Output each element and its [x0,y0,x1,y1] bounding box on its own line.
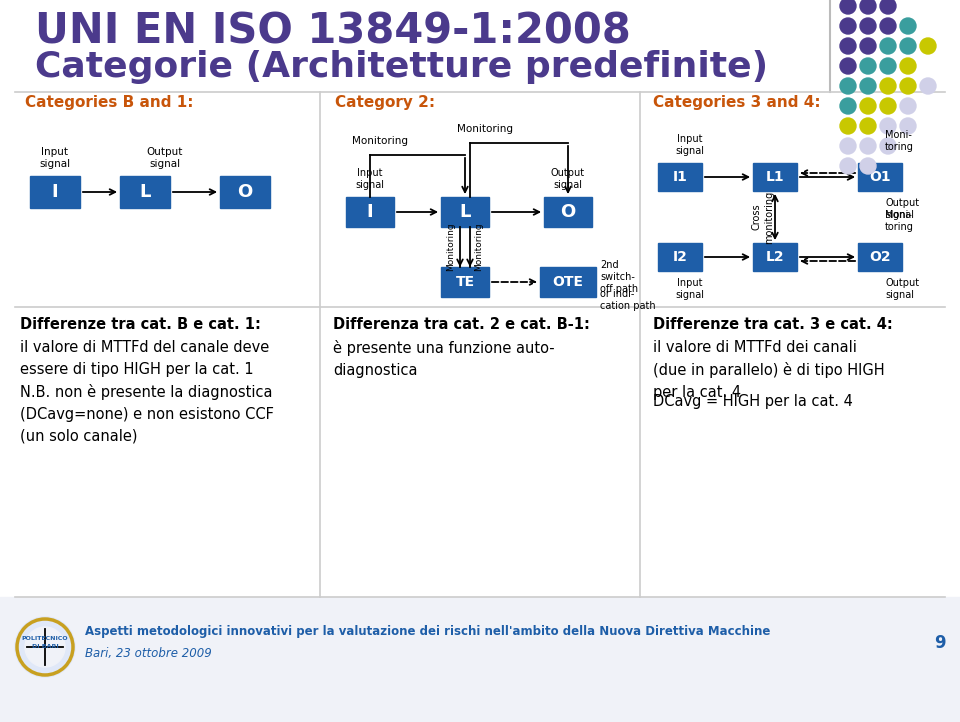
Text: Categories 3 and 4:: Categories 3 and 4: [653,95,821,110]
Text: TE: TE [455,275,474,289]
Text: Bari, 23 ottobre 2009: Bari, 23 ottobre 2009 [85,648,212,661]
Circle shape [840,78,856,94]
Circle shape [880,98,896,114]
Text: Monitoring: Monitoring [446,222,455,271]
Text: Moni-
toring: Moni- toring [885,210,914,232]
Text: I: I [367,203,373,221]
Text: L: L [139,183,151,201]
Text: L1: L1 [766,170,784,184]
Text: Monitoring: Monitoring [474,222,484,271]
Text: OTE: OTE [553,275,584,289]
Text: DI BARI: DI BARI [32,645,59,650]
Circle shape [900,118,916,134]
Circle shape [860,118,876,134]
Text: UNI EN ISO 13849-1:2008: UNI EN ISO 13849-1:2008 [35,11,631,53]
Circle shape [880,138,896,154]
Text: Output
signal: Output signal [147,147,183,169]
Text: Input
signal: Input signal [39,147,71,169]
Text: O2: O2 [869,250,891,264]
Text: Differenze tra cat. B e cat. 1:: Differenze tra cat. B e cat. 1: [20,317,261,332]
Text: Input
signal: Input signal [676,278,705,300]
FancyBboxPatch shape [544,197,592,227]
FancyBboxPatch shape [346,197,394,227]
FancyBboxPatch shape [441,267,489,297]
Circle shape [840,38,856,54]
Circle shape [860,38,876,54]
Text: I2: I2 [673,250,687,264]
Circle shape [25,627,65,667]
Circle shape [840,118,856,134]
Text: Differenza tra cat. 2 e cat. B-1:: Differenza tra cat. 2 e cat. B-1: [333,317,589,332]
Text: Cross
monitoring: Cross monitoring [752,191,774,243]
FancyBboxPatch shape [658,243,702,271]
Text: Input
signal: Input signal [355,168,385,190]
Text: DCavg = HIGH per la cat. 4: DCavg = HIGH per la cat. 4 [653,394,852,409]
Text: O1: O1 [869,170,891,184]
Text: Output
signal: Output signal [885,198,919,220]
Circle shape [880,118,896,134]
Circle shape [860,138,876,154]
Text: I1: I1 [673,170,687,184]
Circle shape [880,58,896,74]
Circle shape [840,138,856,154]
Circle shape [860,158,876,174]
Circle shape [920,78,936,94]
Circle shape [880,18,896,34]
Circle shape [900,78,916,94]
Text: Monitoring: Monitoring [457,124,513,134]
Text: Output
signal: Output signal [885,278,919,300]
Circle shape [840,0,856,14]
Text: 9: 9 [934,634,946,652]
Text: Output
signal: Output signal [551,168,585,190]
Circle shape [900,38,916,54]
FancyBboxPatch shape [753,243,797,271]
Circle shape [900,58,916,74]
Circle shape [880,38,896,54]
Text: Differenze tra cat. 3 e cat. 4:: Differenze tra cat. 3 e cat. 4: [653,317,893,332]
Text: Monitoring: Monitoring [352,136,408,146]
Text: N.B. non è presente la diagnostica
(DCavg=none) e non esistono CCF
(un solo cana: N.B. non è presente la diagnostica (DCav… [20,384,274,443]
Circle shape [840,58,856,74]
FancyBboxPatch shape [858,163,902,191]
FancyBboxPatch shape [220,176,270,208]
Text: Categories B and 1:: Categories B and 1: [25,95,194,110]
FancyBboxPatch shape [120,176,170,208]
FancyBboxPatch shape [30,176,80,208]
Text: Aspetti metodologici innovativi per la valutazione dei rischi nell'ambito della : Aspetti metodologici innovativi per la v… [85,625,770,638]
Text: or indi-
cation path: or indi- cation path [600,289,656,311]
Text: L2: L2 [766,250,784,264]
Text: I: I [52,183,59,201]
FancyBboxPatch shape [858,243,902,271]
Text: L: L [459,203,470,221]
FancyBboxPatch shape [753,163,797,191]
Circle shape [840,98,856,114]
Circle shape [840,158,856,174]
Circle shape [860,78,876,94]
Circle shape [860,18,876,34]
FancyBboxPatch shape [441,197,489,227]
Circle shape [900,18,916,34]
Text: è presente una funzione auto-
diagnostica: è presente una funzione auto- diagnostic… [333,340,555,378]
Text: Input
signal: Input signal [676,134,705,156]
Circle shape [900,98,916,114]
Circle shape [920,38,936,54]
Circle shape [880,78,896,94]
Text: Moni-
toring: Moni- toring [885,130,914,152]
Text: il valore di MTTFd dei canali
(due in parallelo) è di tipo HIGH
per la cat. 4: il valore di MTTFd dei canali (due in pa… [653,340,884,400]
FancyBboxPatch shape [540,267,596,297]
Text: Categorie (Architetture predefinite): Categorie (Architetture predefinite) [35,50,768,84]
Text: O: O [561,203,576,221]
Circle shape [860,58,876,74]
Circle shape [880,0,896,14]
FancyBboxPatch shape [658,163,702,191]
Text: Category 2:: Category 2: [335,95,435,110]
Text: POLITECNICO: POLITECNICO [22,637,68,642]
Text: il valore di MTTFd del canale deve
essere di tipo HIGH per la cat. 1: il valore di MTTFd del canale deve esser… [20,340,269,377]
Text: 2nd
switch-
off path: 2nd switch- off path [600,260,638,295]
Circle shape [15,617,75,677]
Circle shape [840,18,856,34]
Circle shape [860,0,876,14]
Circle shape [860,98,876,114]
Text: O: O [237,183,252,201]
